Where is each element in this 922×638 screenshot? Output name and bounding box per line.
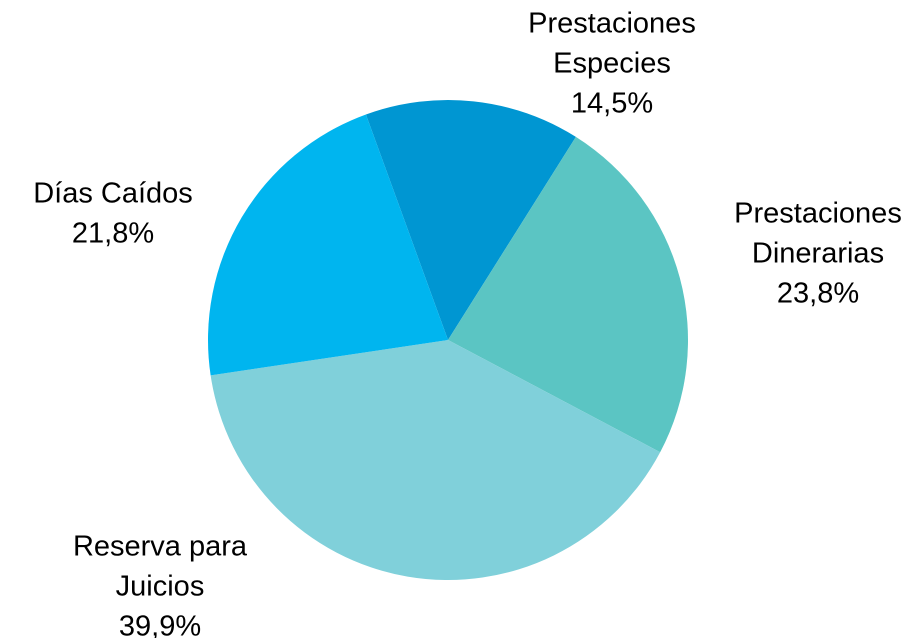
value-label: 39,9%: [119, 611, 201, 638]
slice-label: Especies: [553, 48, 671, 80]
slice-label: Prestaciones: [734, 198, 902, 230]
slice-label: Juicios: [116, 571, 205, 603]
value-label: 21,8%: [72, 218, 154, 250]
value-label: 14,5%: [571, 88, 653, 120]
pie-slice: [210, 340, 661, 581]
slice-label: Prestaciones: [528, 8, 696, 40]
pie-slice: [448, 136, 688, 453]
pie-slice: [365, 99, 576, 340]
value-label: 23,8%: [777, 278, 859, 310]
slice-label: Dinerarias: [752, 238, 884, 270]
pie-slice: [208, 114, 448, 376]
slice-label: Días Caídos: [33, 178, 193, 210]
slice-label: Reserva para: [73, 531, 248, 563]
